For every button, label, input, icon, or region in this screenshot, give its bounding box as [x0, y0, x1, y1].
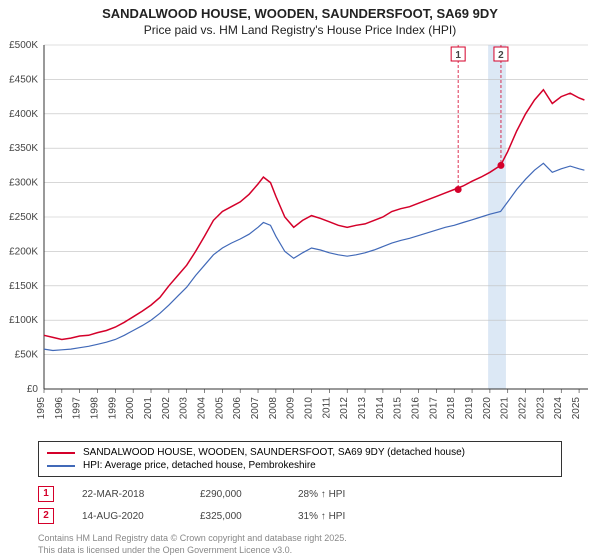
svg-text:2009: 2009 — [286, 397, 297, 420]
license-footer: Contains HM Land Registry data © Crown c… — [38, 533, 562, 556]
svg-text:£200K: £200K — [9, 246, 38, 257]
svg-text:2003: 2003 — [179, 397, 190, 420]
svg-text:2008: 2008 — [268, 397, 279, 420]
transaction-marker: 2 — [38, 508, 54, 524]
svg-text:£100K: £100K — [9, 315, 38, 326]
price-chart: £0 £50K £100K £150K £200K £250K £300K £350K £400… — [0, 37, 600, 437]
svg-text:2002: 2002 — [161, 397, 172, 420]
chart-subtitle: Price paid vs. HM Land Registry's House … — [0, 23, 600, 37]
transaction-table: 1 22-MAR-2018 £290,000 28% ↑ HPI 2 14-AU… — [38, 483, 562, 527]
legend: SANDALWOOD HOUSE, WOODEN, SAUNDERSFOOT, … — [38, 441, 562, 477]
svg-text:2006: 2006 — [232, 397, 243, 420]
svg-text:1995: 1995 — [36, 397, 47, 420]
svg-text:2000: 2000 — [125, 397, 136, 420]
transaction-price: £325,000 — [200, 511, 270, 522]
svg-text:2022: 2022 — [518, 397, 529, 420]
svg-text:£300K: £300K — [9, 178, 38, 189]
legend-item-hpi: HPI: Average price, detached house, Pemb… — [47, 459, 553, 472]
svg-text:2017: 2017 — [428, 397, 439, 420]
footer-line: This data is licensed under the Open Gov… — [38, 545, 562, 557]
svg-text:2020: 2020 — [482, 397, 493, 420]
legend-label: HPI: Average price, detached house, Pemb… — [83, 460, 316, 471]
svg-text:2012: 2012 — [339, 397, 350, 420]
svg-text:2014: 2014 — [375, 397, 386, 420]
legend-swatch — [47, 452, 75, 454]
svg-text:2019: 2019 — [464, 397, 475, 420]
legend-item-property: SANDALWOOD HOUSE, WOODEN, SAUNDERSFOOT, … — [47, 446, 553, 459]
svg-text:2: 2 — [498, 50, 504, 61]
svg-text:£250K: £250K — [9, 212, 38, 223]
svg-text:1: 1 — [455, 50, 461, 61]
legend-label: SANDALWOOD HOUSE, WOODEN, SAUNDERSFOOT, … — [83, 447, 465, 458]
svg-text:1999: 1999 — [107, 397, 118, 420]
svg-text:£400K: £400K — [9, 109, 38, 120]
svg-text:£50K: £50K — [15, 350, 39, 361]
svg-text:1996: 1996 — [54, 397, 65, 420]
svg-text:1998: 1998 — [90, 397, 101, 420]
svg-text:2001: 2001 — [143, 397, 154, 420]
transaction-date: 14-AUG-2020 — [82, 511, 172, 522]
svg-text:2023: 2023 — [535, 397, 546, 420]
transaction-row: 1 22-MAR-2018 £290,000 28% ↑ HPI — [38, 483, 562, 505]
svg-text:£450K: £450K — [9, 74, 38, 85]
chart-title: SANDALWOOD HOUSE, WOODEN, SAUNDERSFOOT, … — [0, 6, 600, 21]
svg-text:2011: 2011 — [321, 397, 332, 419]
transaction-marker: 1 — [38, 486, 54, 502]
svg-text:2018: 2018 — [446, 397, 457, 420]
svg-text:2010: 2010 — [304, 397, 315, 420]
footer-line: Contains HM Land Registry data © Crown c… — [38, 533, 562, 545]
legend-swatch — [47, 465, 75, 467]
transaction-diff: 28% ↑ HPI — [298, 489, 345, 500]
svg-text:2004: 2004 — [197, 397, 208, 420]
svg-text:2013: 2013 — [357, 397, 368, 420]
svg-text:1997: 1997 — [72, 397, 83, 420]
svg-text:2024: 2024 — [553, 397, 564, 420]
svg-text:2005: 2005 — [214, 397, 225, 420]
transaction-price: £290,000 — [200, 489, 270, 500]
svg-text:2025: 2025 — [571, 397, 582, 420]
svg-text:£0: £0 — [27, 384, 39, 395]
transaction-date: 22-MAR-2018 — [82, 489, 172, 500]
svg-text:£350K: £350K — [9, 143, 38, 154]
svg-text:2015: 2015 — [393, 397, 404, 420]
svg-text:2021: 2021 — [500, 397, 511, 420]
svg-text:2007: 2007 — [250, 397, 261, 420]
transaction-diff: 31% ↑ HPI — [298, 511, 345, 522]
transaction-row: 2 14-AUG-2020 £325,000 31% ↑ HPI — [38, 505, 562, 527]
svg-text:£500K: £500K — [9, 40, 38, 51]
svg-text:2016: 2016 — [411, 397, 422, 420]
svg-text:£150K: £150K — [9, 281, 38, 292]
